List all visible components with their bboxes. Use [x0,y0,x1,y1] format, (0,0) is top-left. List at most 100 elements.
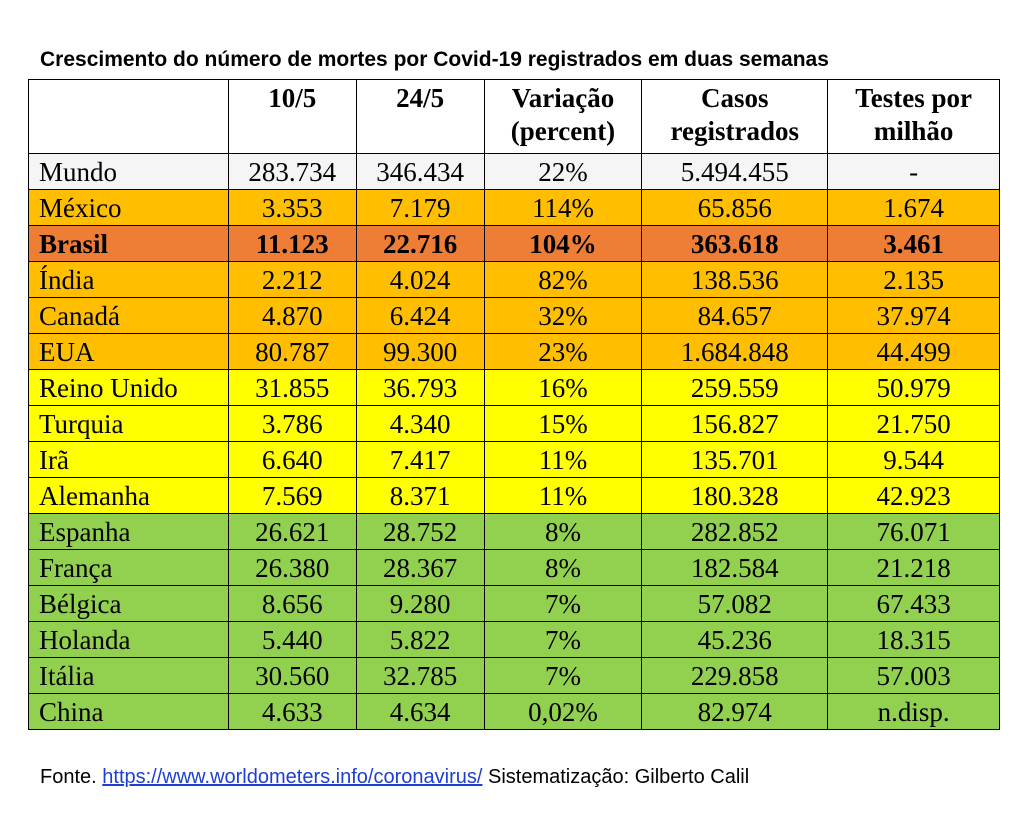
variation-cell: 0,02% [483,693,643,730]
country-cell: Turquia [28,405,229,442]
table-row: México 3.353 7.179 114% 65.856 1.674 [28,189,1000,226]
deaths-24-5-cell: 32.785 [355,657,485,694]
deaths-24-5-cell: 99.300 [355,333,485,370]
deaths-24-5-cell: 28.367 [355,549,485,586]
cases-cell: 45.236 [641,621,829,658]
variation-cell: 7% [483,621,643,658]
tests-cell: 3.461 [827,225,1000,262]
deaths-24-5-cell: 4.340 [355,405,485,442]
source-link[interactable]: https://www.worldometers.info/coronaviru… [102,766,483,788]
cases-cell: 84.657 [641,297,829,334]
table-row: Bélgica 8.656 9.280 7% 57.082 67.433 [28,585,1000,622]
country-cell: Reino Unido [28,369,229,406]
country-cell: Espanha [28,513,229,550]
page-title: Crescimento do número de mortes por Covi… [40,48,829,71]
table-row: Alemanha 7.569 8.371 11% 180.328 42.923 [28,477,1000,514]
tests-cell: n.disp. [827,693,1000,730]
tests-cell: 37.974 [827,297,1000,334]
table-row: Reino Unido 31.855 36.793 16% 259.559 50.979 [28,369,1000,406]
deaths-24-5-cell: 9.280 [355,585,485,622]
table-row: Mundo 283.734 346.434 22% 5.494.455- [28,153,1000,190]
header-date-24-5: 24/5 [355,79,485,154]
header-variation: Variação (percent) [483,79,643,154]
deaths-10-5-cell: 3.786 [227,405,357,442]
table-row: China 4.633 4.634 0,02% 82.974 n.disp. [28,693,1000,730]
cases-cell: 5.494.455 [641,153,829,190]
table-row: Canadá 4.870 6.424 32% 84.657 37.974 [28,297,1000,334]
deaths-24-5-cell: 346.434 [355,153,485,190]
country-cell: Holanda [28,621,229,658]
country-cell: EUA [28,333,229,370]
deaths-24-5-cell: 7.417 [355,441,485,478]
variation-cell: 15% [483,405,643,442]
country-cell: México [28,189,229,226]
variation-cell: 11% [483,441,643,478]
cases-cell: 65.856 [641,189,829,226]
deaths-10-5-cell: 6.640 [227,441,357,478]
source-credit: Sistematização: Gilberto Calil [482,766,750,788]
country-cell: Mundo [28,153,229,190]
table-row: EUA 80.787 99.300 23% 1.684.848 44.499 [28,333,1000,370]
source-prefix: Fonte. [40,766,103,788]
cases-cell: 1.684.848 [641,333,829,370]
cases-cell: 182.584 [641,549,829,586]
deaths-10-5-cell: 4.870 [227,297,357,334]
table-row: Espanha 26.621 28.752 8% 282.852 76.071 [28,513,1000,550]
table-row: Irã 6.640 7.417 11% 135.701 9.544 [28,441,1000,478]
tests-cell: - [827,153,1000,190]
deaths-10-5-cell: 283.734 [227,153,357,190]
covid-deaths-table: 10/5 24/5 Variação (percent) Casos registrado… [28,79,1000,730]
country-cell: Bélgica [28,585,229,622]
deaths-10-5-cell: 30.560 [227,657,357,694]
tests-cell: 18.315 [827,621,1000,658]
table-row: Brasil 11.123 22.716 104% 363.618 3.461 [28,225,1000,262]
cases-cell: 82.974 [641,693,829,730]
deaths-24-5-cell: 7.179 [355,189,485,226]
table-row: Turquia 3.786 4.340 15% 156.827 21.750 [28,405,1000,442]
country-cell: Brasil [28,225,229,262]
variation-cell: 8% [483,549,643,586]
tests-cell: 42.923 [827,477,1000,514]
cases-cell: 180.328 [641,477,829,514]
header-country [28,79,229,154]
deaths-24-5-cell: 28.752 [355,513,485,550]
tests-cell: 57.003 [827,657,1000,694]
deaths-10-5-cell: 26.621 [227,513,357,550]
cases-cell: 363.618 [641,225,829,262]
deaths-24-5-cell: 22.716 [355,225,485,262]
deaths-10-5-cell: 5.440 [227,621,357,658]
deaths-24-5-cell: 8.371 [355,477,485,514]
cases-cell: 156.827 [641,405,829,442]
source-line: Fonte. https://www.worldometers.info/cor… [40,766,749,789]
cases-cell: 229.858 [641,657,829,694]
variation-cell: 104% [483,225,643,262]
variation-cell: 114% [483,189,643,226]
tests-cell: 67.433 [827,585,1000,622]
cases-cell: 57.082 [641,585,829,622]
cases-cell: 282.852 [641,513,829,550]
tests-cell: 21.218 [827,549,1000,586]
deaths-10-5-cell: 31.855 [227,369,357,406]
deaths-24-5-cell: 4.634 [355,693,485,730]
country-cell: Canadá [28,297,229,334]
tests-cell: 2.135 [827,261,1000,298]
deaths-10-5-cell: 4.633 [227,693,357,730]
tests-cell: 1.674 [827,189,1000,226]
table-row: França 26.380 28.367 8% 182.584 21.218 [28,549,1000,586]
cases-cell: 138.536 [641,261,829,298]
country-cell: Irã [28,441,229,478]
table-row: Holanda 5.440 5.822 7% 45.236 18.315 [28,621,1000,658]
cases-cell: 259.559 [641,369,829,406]
variation-cell: 22% [483,153,643,190]
variation-cell: 32% [483,297,643,334]
deaths-10-5-cell: 3.353 [227,189,357,226]
header-cases: Casos registrados [641,79,829,154]
cases-cell: 135.701 [641,441,829,478]
variation-cell: 11% [483,477,643,514]
country-cell: Alemanha [28,477,229,514]
variation-cell: 7% [483,657,643,694]
tests-cell: 76.071 [827,513,1000,550]
variation-cell: 23% [483,333,643,370]
tests-cell: 21.750 [827,405,1000,442]
country-cell: Itália [28,657,229,694]
